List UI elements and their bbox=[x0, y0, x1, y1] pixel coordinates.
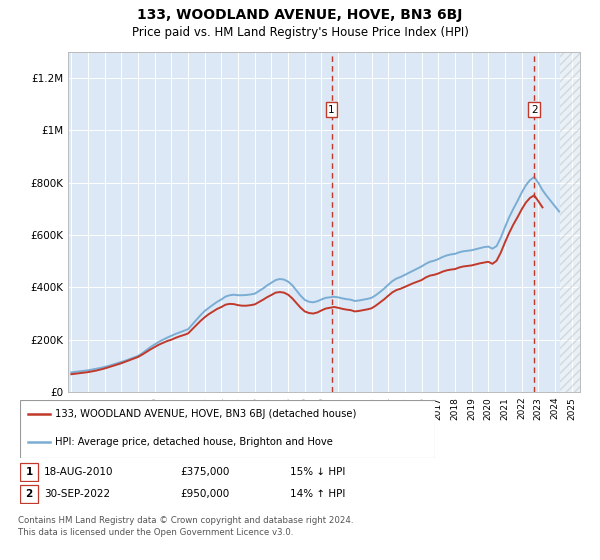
Text: 1: 1 bbox=[328, 105, 335, 115]
Text: 30-SEP-2022: 30-SEP-2022 bbox=[44, 489, 110, 499]
Text: £375,000: £375,000 bbox=[180, 467, 229, 477]
Text: 133, WOODLAND AVENUE, HOVE, BN3 6BJ: 133, WOODLAND AVENUE, HOVE, BN3 6BJ bbox=[137, 8, 463, 22]
Text: 2: 2 bbox=[531, 105, 538, 115]
Bar bbox=[560, 52, 580, 392]
Text: Contains HM Land Registry data © Crown copyright and database right 2024.: Contains HM Land Registry data © Crown c… bbox=[18, 516, 353, 525]
Text: 1: 1 bbox=[25, 467, 32, 477]
Text: 18-AUG-2010: 18-AUG-2010 bbox=[44, 467, 113, 477]
Text: 14% ↑ HPI: 14% ↑ HPI bbox=[290, 489, 346, 499]
Bar bbox=[20, 485, 38, 503]
Text: £950,000: £950,000 bbox=[180, 489, 229, 499]
Bar bbox=[20, 463, 38, 481]
Text: HPI: Average price, detached house, Brighton and Hove: HPI: Average price, detached house, Brig… bbox=[55, 437, 333, 447]
Text: 15% ↓ HPI: 15% ↓ HPI bbox=[290, 467, 346, 477]
Text: 133, WOODLAND AVENUE, HOVE, BN3 6BJ (detached house): 133, WOODLAND AVENUE, HOVE, BN3 6BJ (det… bbox=[55, 409, 356, 419]
Text: This data is licensed under the Open Government Licence v3.0.: This data is licensed under the Open Gov… bbox=[18, 528, 293, 537]
Text: 2: 2 bbox=[25, 489, 32, 499]
Bar bbox=[560, 52, 580, 392]
Text: Price paid vs. HM Land Registry's House Price Index (HPI): Price paid vs. HM Land Registry's House … bbox=[131, 26, 469, 39]
